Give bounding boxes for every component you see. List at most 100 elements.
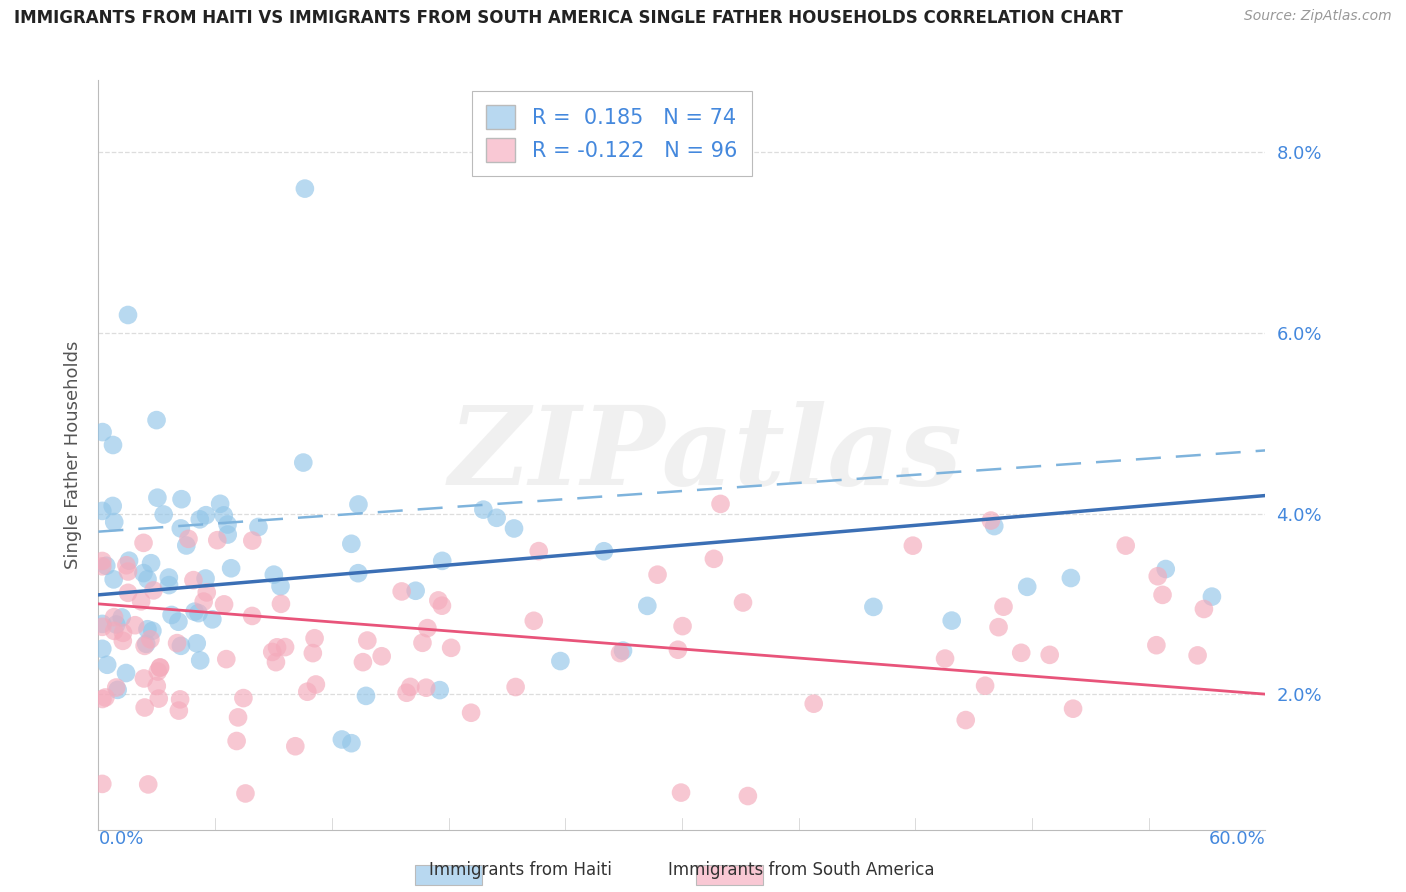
Point	[212, 508, 235, 523]
Point	[934, 651, 956, 665]
Point	[91, 504, 114, 518]
Point	[503, 521, 526, 535]
Text: ZIPatlas: ZIPatlas	[449, 401, 962, 508]
Point	[134, 639, 156, 653]
Point	[1201, 590, 1223, 604]
Point	[115, 666, 138, 681]
Point	[129, 594, 152, 608]
Point	[247, 520, 270, 534]
Point	[550, 654, 572, 668]
Point	[132, 536, 155, 550]
Point	[139, 632, 162, 647]
Point	[183, 573, 205, 587]
Point	[146, 491, 169, 505]
Point	[152, 508, 174, 522]
Point	[212, 598, 235, 612]
Point	[731, 595, 754, 609]
Point	[170, 521, 193, 535]
Point	[1146, 569, 1168, 583]
Point	[94, 690, 117, 705]
Point	[347, 566, 370, 581]
Point	[111, 610, 134, 624]
Point	[1187, 648, 1209, 663]
Point	[370, 649, 392, 664]
Point	[91, 559, 114, 574]
Point	[160, 607, 183, 622]
Point	[803, 697, 825, 711]
Point	[103, 573, 125, 587]
Point	[225, 734, 247, 748]
Point	[416, 621, 439, 635]
Point	[305, 677, 328, 691]
Point	[170, 492, 193, 507]
Point	[91, 425, 114, 439]
Point	[330, 732, 353, 747]
Point	[194, 508, 217, 523]
Point	[209, 497, 232, 511]
Point	[737, 789, 759, 803]
Point	[195, 585, 218, 599]
Point	[177, 532, 200, 546]
Point	[297, 684, 319, 698]
Point	[980, 514, 1002, 528]
Point	[136, 622, 159, 636]
Point	[429, 683, 451, 698]
Point	[169, 692, 191, 706]
Point	[356, 633, 378, 648]
Point	[201, 612, 224, 626]
Text: 60.0%: 60.0%	[1209, 830, 1265, 847]
Point	[96, 558, 118, 573]
Point	[415, 681, 437, 695]
Point	[149, 661, 172, 675]
Point	[157, 578, 180, 592]
Point	[1154, 562, 1177, 576]
Point	[145, 413, 167, 427]
Point	[262, 645, 284, 659]
Point	[270, 579, 292, 593]
Point	[115, 558, 138, 573]
Point	[91, 641, 114, 656]
Point	[103, 610, 125, 624]
Point	[485, 511, 508, 525]
Point	[117, 586, 139, 600]
Point	[226, 710, 249, 724]
Point	[993, 599, 1015, 614]
Point	[395, 686, 418, 700]
Point	[974, 679, 997, 693]
Point	[107, 682, 129, 697]
Point	[294, 181, 316, 195]
Text: IMMIGRANTS FROM HAITI VS IMMIGRANTS FROM SOUTH AMERICA SINGLE FATHER HOUSEHOLDS : IMMIGRANTS FROM HAITI VS IMMIGRANTS FROM…	[14, 9, 1123, 27]
Point	[411, 636, 433, 650]
Point	[505, 680, 527, 694]
Point	[987, 620, 1010, 634]
Point	[134, 700, 156, 714]
Point	[132, 672, 155, 686]
Point	[1017, 580, 1039, 594]
Point	[460, 706, 482, 720]
Point	[124, 618, 146, 632]
Point	[427, 593, 450, 607]
Point	[609, 646, 631, 660]
Point	[170, 639, 193, 653]
Point	[215, 652, 238, 666]
Point	[91, 616, 114, 631]
Point	[217, 517, 239, 532]
Point	[440, 640, 463, 655]
Legend: R =  0.185   N = 74, R = -0.122   N = 96: R = 0.185 N = 74, R = -0.122 N = 96	[471, 91, 752, 177]
Point	[1192, 602, 1215, 616]
Point	[347, 498, 370, 512]
Point	[983, 519, 1005, 533]
Point	[430, 599, 453, 613]
Point	[240, 609, 263, 624]
Point	[188, 512, 211, 526]
Point	[232, 691, 254, 706]
Y-axis label: Single Father Households: Single Father Households	[63, 341, 82, 569]
Point	[647, 567, 669, 582]
Point	[219, 561, 242, 575]
Point	[105, 617, 128, 632]
Point	[432, 554, 454, 568]
Point	[207, 533, 229, 548]
Point	[240, 533, 263, 548]
Point	[669, 786, 692, 800]
Text: 0.0%: 0.0%	[98, 830, 143, 847]
